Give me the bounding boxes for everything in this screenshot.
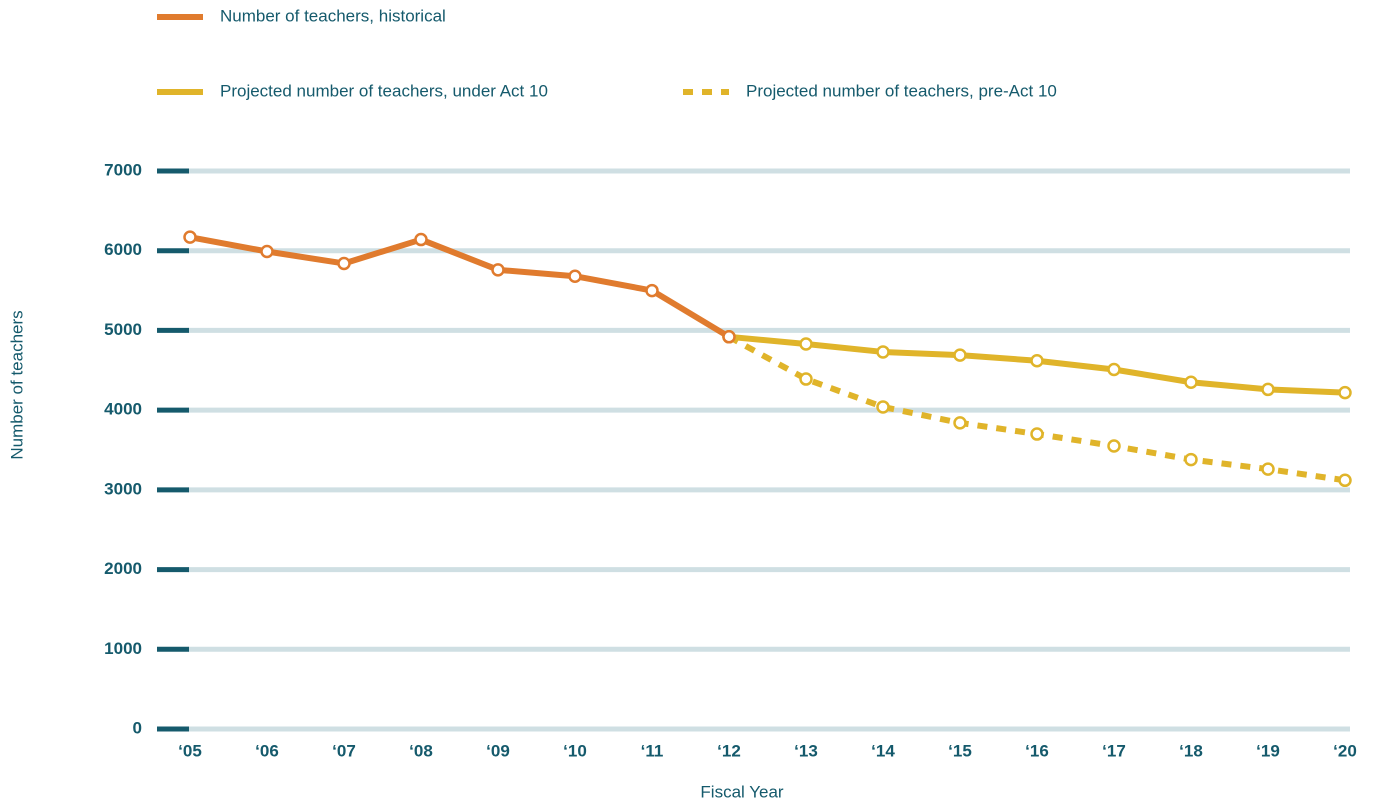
legend-label: Projected number of teachers, pre-Act 10 (746, 81, 1057, 100)
data-point (1338, 385, 1352, 400)
data-point (568, 269, 582, 283)
data-point (491, 263, 505, 277)
data-point (876, 400, 890, 414)
data-point (1107, 362, 1121, 377)
data-point (799, 337, 813, 351)
y-tick-label: 2000 (104, 559, 142, 578)
x-tick-label: ‘07 (332, 741, 356, 760)
x-tick-label: ‘06 (255, 741, 279, 760)
data-point (1261, 382, 1275, 397)
legend-label: Number of teachers, historical (220, 6, 446, 25)
y-tick-label: 3000 (104, 479, 142, 498)
x-tick-label: ‘13 (794, 741, 818, 760)
data-point (722, 330, 736, 344)
x-tick-label: ‘08 (409, 741, 433, 760)
x-tick-label: ‘09 (486, 741, 510, 760)
data-point (876, 345, 890, 359)
series-line (189, 234, 731, 340)
y-tick-label: 0 (133, 718, 142, 737)
legend-label: Projected number of teachers, under Act … (220, 81, 548, 100)
data-point (1184, 452, 1198, 467)
y-tick-label: 1000 (104, 639, 142, 658)
x-tick-label: ‘19 (1256, 741, 1280, 760)
x-tick-label: ‘14 (871, 741, 895, 760)
x-tick-label: ‘17 (1102, 741, 1126, 760)
x-tick-label: ‘12 (717, 741, 741, 760)
data-point (260, 244, 274, 259)
data-point (1338, 473, 1352, 488)
data-point (1030, 427, 1044, 441)
data-point (953, 416, 967, 430)
x-tick-label: ‘05 (178, 741, 202, 760)
x-tick-label: ‘11 (641, 741, 664, 760)
data-point (1184, 375, 1198, 389)
x-tick-label: ‘10 (563, 741, 587, 760)
x-tick-label: ‘16 (1025, 741, 1049, 760)
x-tick-label: ‘20 (1333, 741, 1357, 760)
data-point (645, 283, 659, 298)
x-tick-label: ‘15 (948, 741, 972, 760)
data-point (337, 256, 351, 271)
data-point (1107, 439, 1121, 453)
x-tick-label: ‘18 (1179, 741, 1203, 760)
y-tick-label: 7000 (104, 160, 142, 179)
y-tick-label: 4000 (104, 400, 142, 419)
data-point (1030, 353, 1044, 368)
data-point (953, 348, 967, 362)
data-point (183, 230, 197, 244)
y-tick-label: 5000 (104, 320, 142, 339)
y-tick-label: 6000 (104, 240, 142, 259)
data-point (1261, 462, 1275, 476)
data-point (799, 372, 813, 386)
y-axis-label: Number of teachers (7, 310, 26, 459)
x-axis-label: Fiscal Year (700, 782, 783, 801)
data-point (414, 232, 428, 247)
